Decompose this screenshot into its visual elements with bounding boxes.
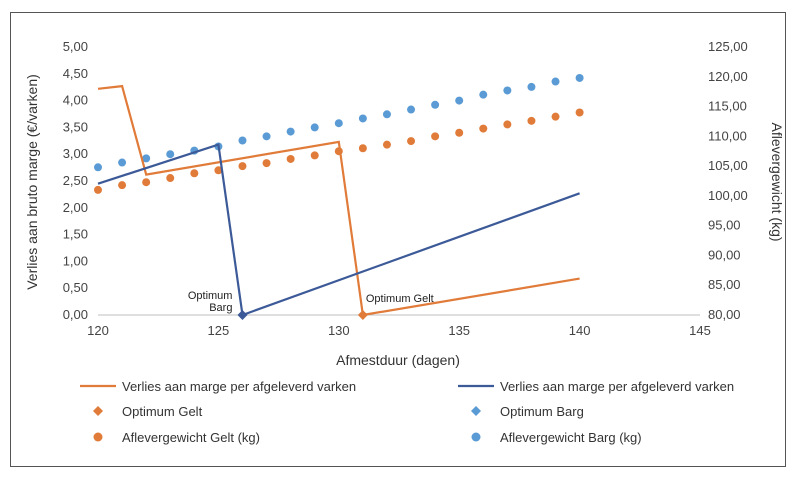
scatter-point xyxy=(575,108,584,117)
y-left-tick-label: 1,50 xyxy=(63,227,88,242)
scatter-point xyxy=(455,96,464,105)
y-left-tick-label: 4,50 xyxy=(63,66,88,81)
scatter-point xyxy=(503,120,512,129)
chart-frame xyxy=(10,12,786,467)
scatter-point xyxy=(286,127,295,136)
y-right-tick-label: 95,00 xyxy=(708,218,741,233)
scatter-point xyxy=(455,128,464,137)
x-tick-label: 145 xyxy=(689,323,711,338)
legend-label: Aflevergewicht Gelt (kg) xyxy=(122,430,260,445)
x-tick-label: 130 xyxy=(328,323,350,338)
y-right-tick-label: 105,00 xyxy=(708,158,748,173)
axes: 120 125 130 135 140 145 0,00 0,50 1,00 1,50 2,00 2,… xyxy=(63,39,748,338)
y-right-tick-label: 115,00 xyxy=(708,99,747,114)
scatter-point xyxy=(286,154,295,163)
annotation-label: Optimum Gelt xyxy=(366,293,434,305)
y-right-tick-label: 120,00 xyxy=(708,69,748,84)
y-left-tick-label: 0,00 xyxy=(63,307,88,322)
scatter-point xyxy=(190,169,199,178)
legend-label: Verlies aan marge per afgeleverd varken xyxy=(500,379,734,394)
y-right-tick-label: 125,00 xyxy=(708,39,748,54)
y-right-tick-label: 110,00 xyxy=(708,128,747,143)
annotation-label: Barg xyxy=(209,302,232,314)
scatter-point xyxy=(142,178,151,187)
y-right-tick-label: 85,00 xyxy=(708,277,741,292)
scatter-point xyxy=(118,158,127,167)
x-tick-label: 120 xyxy=(87,323,109,338)
y-left-tick-label: 2,50 xyxy=(63,173,88,188)
scatter-point xyxy=(431,100,440,109)
legend-swatch xyxy=(471,406,481,416)
legend-label: Verlies aan marge per afgeleverd varken xyxy=(122,379,356,394)
scatter-point xyxy=(262,132,271,141)
y-left-tick-label: 5,00 xyxy=(63,39,88,54)
x-tick-label: 135 xyxy=(448,323,470,338)
legend-label: Aflevergewicht Barg (kg) xyxy=(500,430,642,445)
scatter-point xyxy=(310,151,319,160)
x-tick-label: 125 xyxy=(208,323,230,338)
scatter-point xyxy=(407,105,416,114)
legend-swatch xyxy=(93,406,103,416)
scatter-point xyxy=(238,136,247,145)
scatter-point xyxy=(479,124,488,133)
scatter-point xyxy=(527,116,536,125)
y-left-tick-label: 3,50 xyxy=(63,119,88,134)
scatter-point xyxy=(575,73,584,82)
scatter-point xyxy=(262,159,271,168)
scatter-point xyxy=(503,86,512,95)
scatter-point xyxy=(94,185,102,194)
scatter-point xyxy=(358,114,367,123)
series-line xyxy=(97,143,580,317)
x-tick-label: 140 xyxy=(569,323,591,338)
y-left-tick-label: 1,00 xyxy=(63,253,88,268)
legend-swatch xyxy=(93,432,103,442)
scatter-point xyxy=(118,181,127,190)
legend-label: Optimum Barg xyxy=(500,404,584,419)
y-left-tick-label: 0,50 xyxy=(63,280,88,295)
scatter-point xyxy=(382,140,391,149)
scatter-point xyxy=(166,150,175,159)
series-line xyxy=(97,84,580,317)
annotation-label: Optimum xyxy=(188,290,233,302)
y-axis-left-label: Verlies aan bruto marge (€/varken) xyxy=(24,74,40,290)
scatter-point xyxy=(310,123,319,132)
y-left-tick-label: 3,00 xyxy=(63,146,88,161)
scatter-point xyxy=(479,90,488,99)
scatter-point xyxy=(382,110,391,119)
scatter-point xyxy=(334,119,343,128)
legend: Verlies aan marge per afgeleverd varken V… xyxy=(80,379,734,445)
scatter-point xyxy=(407,137,416,146)
optimum-marker xyxy=(357,310,368,320)
y-left-tick-label: 4,00 xyxy=(63,93,88,108)
scatter-point xyxy=(94,163,102,172)
scatter-point xyxy=(527,82,536,91)
scatter-point xyxy=(214,166,223,175)
legend-label: Optimum Gelt xyxy=(122,404,203,419)
y-left-tick-label: 2,00 xyxy=(63,200,88,215)
scatter-point xyxy=(166,174,175,183)
y-axis-right-label: Aflevergewicht (kg) xyxy=(769,122,785,241)
optimum-marker xyxy=(237,310,248,320)
y-right-tick-label: 90,00 xyxy=(708,247,741,262)
scatter-point xyxy=(358,144,367,153)
y-right-tick-label: 100,00 xyxy=(708,188,748,203)
scatter-point xyxy=(551,77,560,86)
legend-swatch xyxy=(471,432,481,442)
x-axis-label: Afmestduur (dagen) xyxy=(336,352,460,368)
scatter-point xyxy=(431,132,440,141)
scatter-point xyxy=(238,162,247,171)
scatter-point xyxy=(142,154,151,163)
y-right-tick-label: 80,00 xyxy=(708,307,741,322)
scatter-point xyxy=(551,112,560,121)
